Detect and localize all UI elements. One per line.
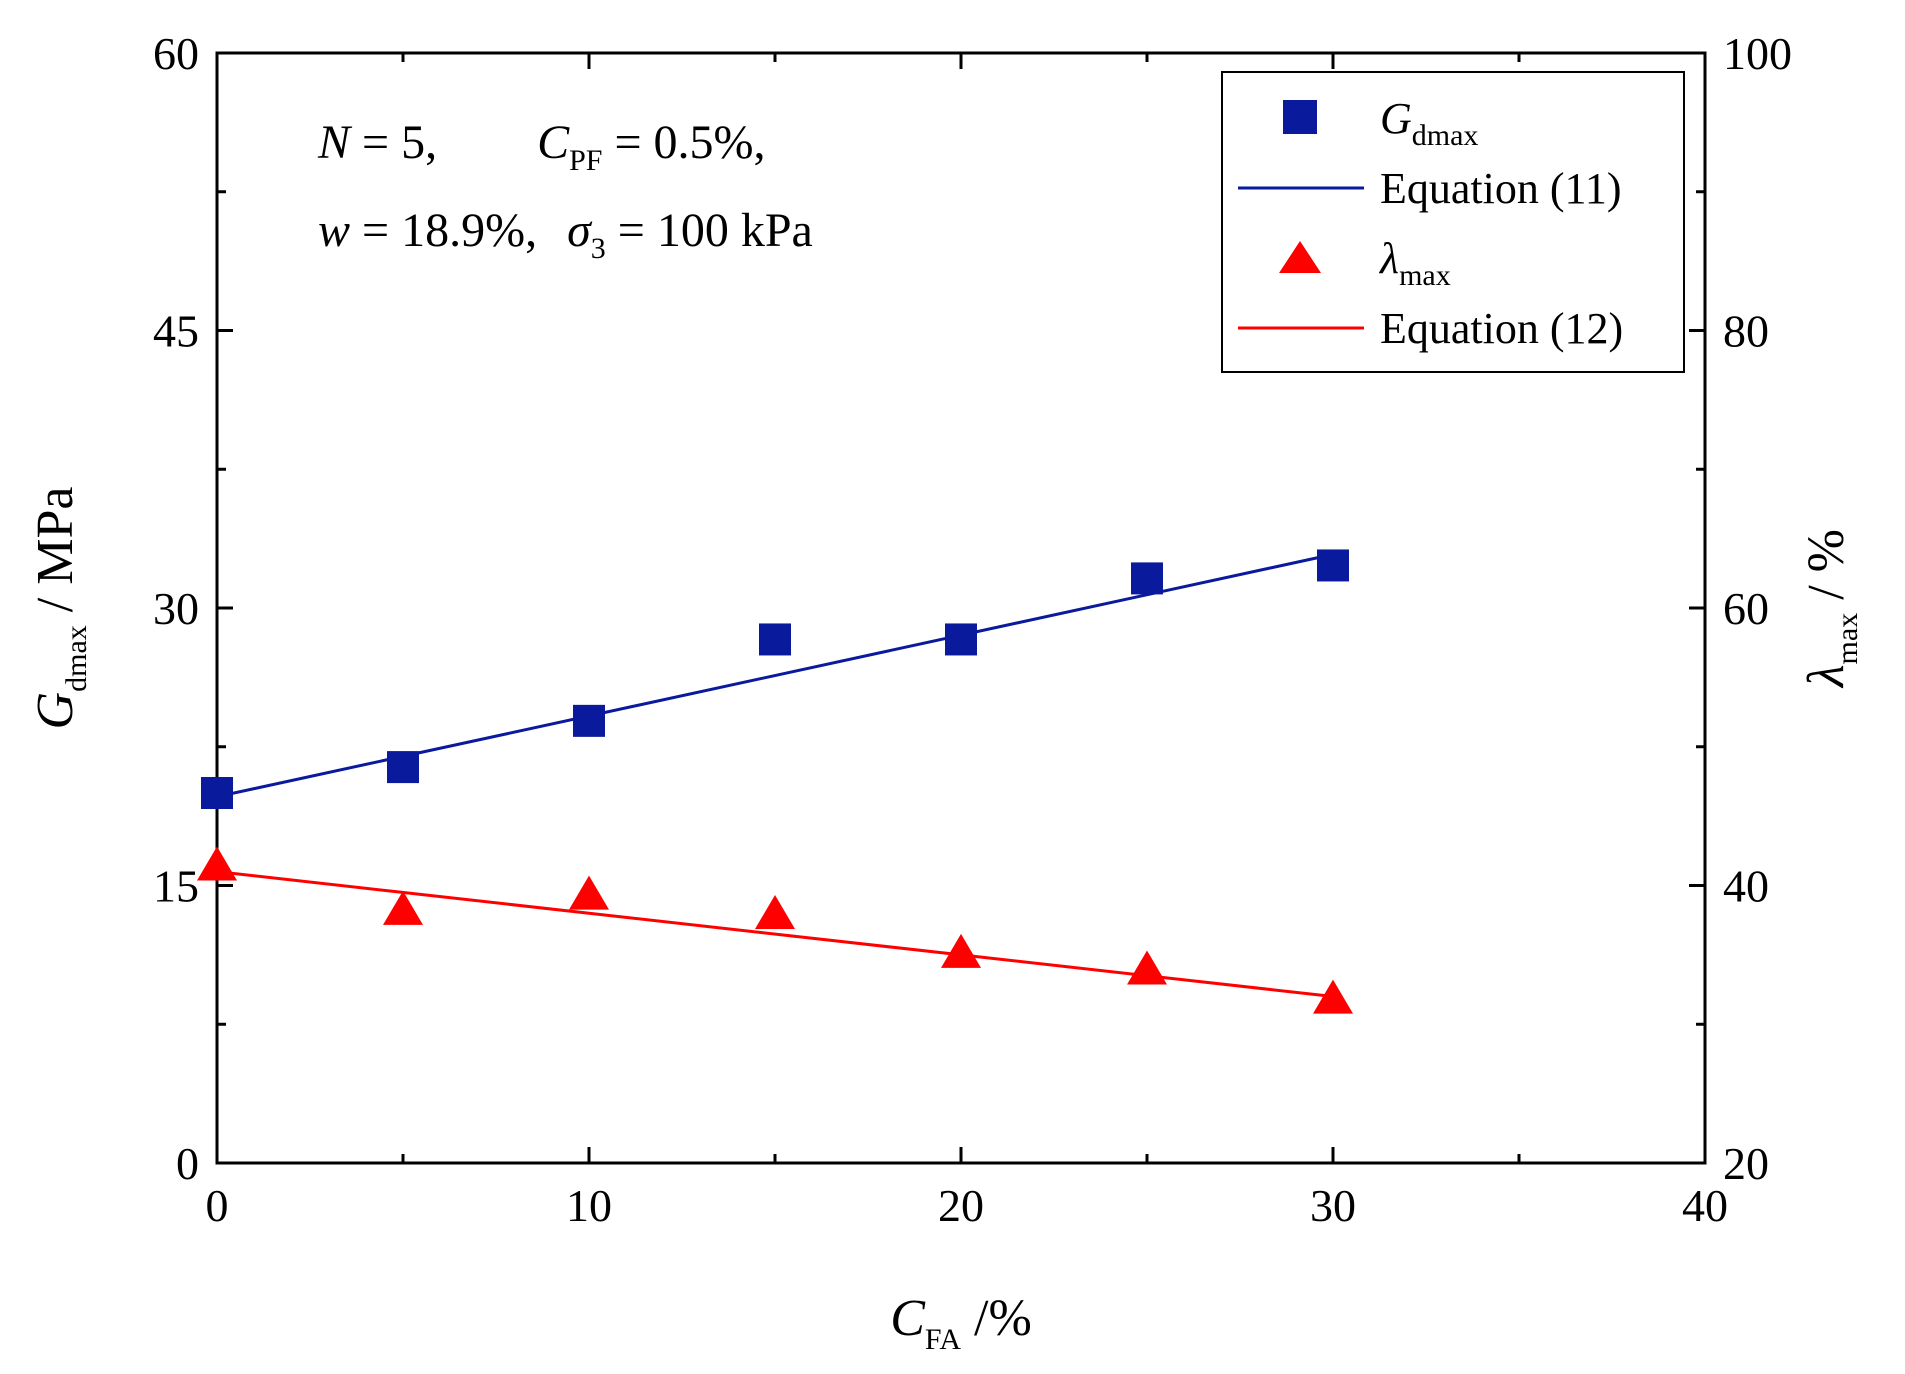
gdmax-point — [1317, 549, 1349, 582]
lambda-point — [383, 890, 423, 925]
x-axis-title: CFA /% — [890, 1290, 1032, 1356]
y-axis-left-title: Gdmax / MPa — [27, 487, 93, 730]
gdmax-point — [201, 777, 233, 809]
gdmax-point — [573, 704, 605, 737]
y-left-tick-label: 15 — [153, 861, 199, 912]
lambda-point — [941, 933, 981, 968]
annotation-line-2: w = 18.9%, σ3 = 100 kPa — [318, 204, 813, 265]
fit-lines — [216, 552, 1334, 998]
lambda-point — [1127, 950, 1167, 985]
y-left-tick-label: 30 — [153, 583, 199, 634]
annotation-line-1: N = 5, CPF = 0.5%, — [317, 116, 766, 177]
lambda-point — [1313, 979, 1353, 1014]
legend-marker-gdmax — [1283, 100, 1317, 134]
fit-line-3 — [216, 870, 1334, 998]
lambda-point — [569, 875, 609, 910]
legend-label-eq11: Equation (11) — [1380, 164, 1622, 213]
axis-ticks — [215, 51, 1707, 1165]
y-left-tick-label: 60 — [153, 28, 199, 79]
y-left-tick-label: 45 — [153, 306, 199, 357]
legend-marker-lambda — [1279, 241, 1321, 273]
y-right-tick-label: 80 — [1723, 306, 1769, 357]
gdmax-point — [759, 623, 791, 656]
gdmax-point — [1131, 562, 1163, 595]
lambda-point — [755, 895, 795, 930]
y-axis-right-title: λmax / % — [1798, 529, 1864, 689]
x-tick-label: 10 — [566, 1180, 612, 1231]
legend-label-eq12: Equation (12) — [1380, 304, 1623, 353]
gdmax-point — [945, 623, 977, 656]
lambda-point — [197, 846, 237, 881]
y-right-tick-label: 100 — [1723, 28, 1792, 79]
x-tick-label: 40 — [1682, 1180, 1728, 1231]
legend-label-lambda: λmax — [1378, 234, 1451, 292]
x-tick-label: 0 — [206, 1180, 229, 1231]
x-tick-label: 20 — [938, 1180, 984, 1231]
x-tick-label: 30 — [1310, 1180, 1356, 1231]
gdmax-point — [387, 751, 419, 784]
y-right-tick-label: 60 — [1723, 583, 1769, 634]
fit-line-1 — [216, 552, 1334, 799]
data-markers — [197, 549, 1353, 1014]
legend-label-gdmax: Gdmax — [1380, 94, 1478, 152]
legend: Gdmax Equation (11) λmax Equation (12) — [1221, 71, 1685, 373]
y-right-tick-label: 20 — [1723, 1138, 1769, 1189]
y-left-tick-label: 0 — [176, 1138, 199, 1189]
y-right-tick-label: 40 — [1723, 861, 1769, 912]
